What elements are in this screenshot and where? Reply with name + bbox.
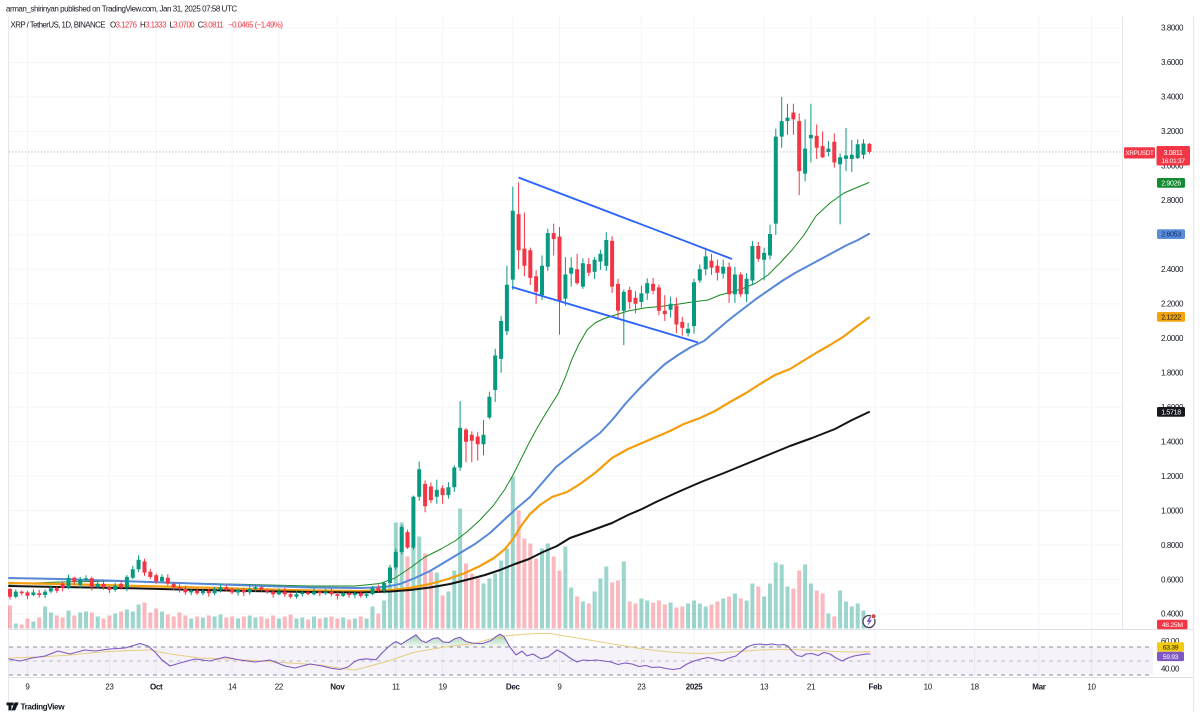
svg-text:XRPUSDT: XRPUSDT bbox=[1126, 150, 1154, 157]
svg-text:3.2000: 3.2000 bbox=[1161, 127, 1184, 136]
svg-text:63.39: 63.39 bbox=[1163, 644, 1179, 651]
svg-text:Nov: Nov bbox=[330, 683, 345, 692]
svg-text:TradingView: TradingView bbox=[21, 703, 66, 712]
svg-text:2025: 2025 bbox=[686, 683, 703, 692]
svg-text:10: 10 bbox=[1087, 683, 1096, 692]
svg-text:10: 10 bbox=[924, 683, 933, 692]
svg-text:11: 11 bbox=[392, 683, 401, 692]
svg-text:18: 18 bbox=[970, 683, 979, 692]
svg-text:1.8000: 1.8000 bbox=[1161, 368, 1184, 377]
svg-text:3.0811: 3.0811 bbox=[1163, 150, 1182, 157]
svg-text:Dec: Dec bbox=[506, 683, 521, 692]
svg-text:23: 23 bbox=[105, 683, 114, 692]
svg-text:3.8000: 3.8000 bbox=[1161, 24, 1184, 33]
svg-text:0.4000: 0.4000 bbox=[1161, 610, 1184, 619]
svg-text:22: 22 bbox=[275, 683, 284, 692]
svg-text:2.9026: 2.9026 bbox=[1161, 180, 1181, 187]
svg-text:3.0000: 3.0000 bbox=[1161, 162, 1184, 171]
svg-text:59.93: 59.93 bbox=[1163, 654, 1179, 661]
svg-text:1.2000: 1.2000 bbox=[1161, 472, 1184, 481]
svg-text:21: 21 bbox=[807, 683, 816, 692]
svg-text:3.6000: 3.6000 bbox=[1161, 58, 1184, 67]
svg-text:19: 19 bbox=[438, 683, 447, 692]
svg-text:40.00: 40.00 bbox=[1161, 664, 1180, 673]
svg-text:arman_shirinyan published on T: arman_shirinyan published on TradingView… bbox=[6, 4, 237, 13]
svg-text:2.2000: 2.2000 bbox=[1161, 300, 1184, 309]
svg-text:2.1222: 2.1222 bbox=[1161, 314, 1181, 321]
svg-text:2.0000: 2.0000 bbox=[1161, 334, 1184, 343]
svg-text:Feb: Feb bbox=[869, 683, 883, 692]
svg-text:1.0000: 1.0000 bbox=[1161, 506, 1184, 515]
svg-text:60.00: 60.00 bbox=[1161, 637, 1180, 646]
svg-text:0.6000: 0.6000 bbox=[1161, 575, 1184, 584]
svg-text:23: 23 bbox=[637, 683, 646, 692]
svg-text:Mar: Mar bbox=[1032, 683, 1046, 692]
svg-text:9: 9 bbox=[557, 683, 562, 692]
svg-text:2.4000: 2.4000 bbox=[1161, 265, 1184, 274]
svg-text:Oct: Oct bbox=[150, 683, 163, 692]
svg-text:2.8000: 2.8000 bbox=[1161, 196, 1184, 205]
svg-text:0.8000: 0.8000 bbox=[1161, 541, 1184, 550]
svg-text:14: 14 bbox=[228, 683, 237, 692]
svg-text:48.25M: 48.25M bbox=[1162, 622, 1184, 629]
svg-text:1.5718: 1.5718 bbox=[1161, 409, 1181, 416]
svg-text:2.6053: 2.6053 bbox=[1161, 232, 1181, 239]
svg-text:1.4000: 1.4000 bbox=[1161, 437, 1184, 446]
svg-text:16:01:37: 16:01:37 bbox=[1161, 158, 1185, 165]
svg-text:9: 9 bbox=[25, 683, 30, 692]
svg-text:13: 13 bbox=[760, 683, 769, 692]
svg-text:3.4000: 3.4000 bbox=[1161, 93, 1184, 102]
